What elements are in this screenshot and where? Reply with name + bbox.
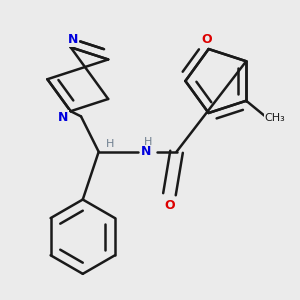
- Text: N: N: [141, 145, 152, 158]
- Text: CH₃: CH₃: [264, 113, 285, 124]
- Text: N: N: [58, 111, 68, 124]
- Text: O: O: [202, 33, 212, 46]
- Text: N: N: [68, 33, 79, 46]
- Text: H: H: [106, 139, 114, 149]
- Text: H: H: [144, 137, 152, 147]
- Text: O: O: [164, 199, 175, 212]
